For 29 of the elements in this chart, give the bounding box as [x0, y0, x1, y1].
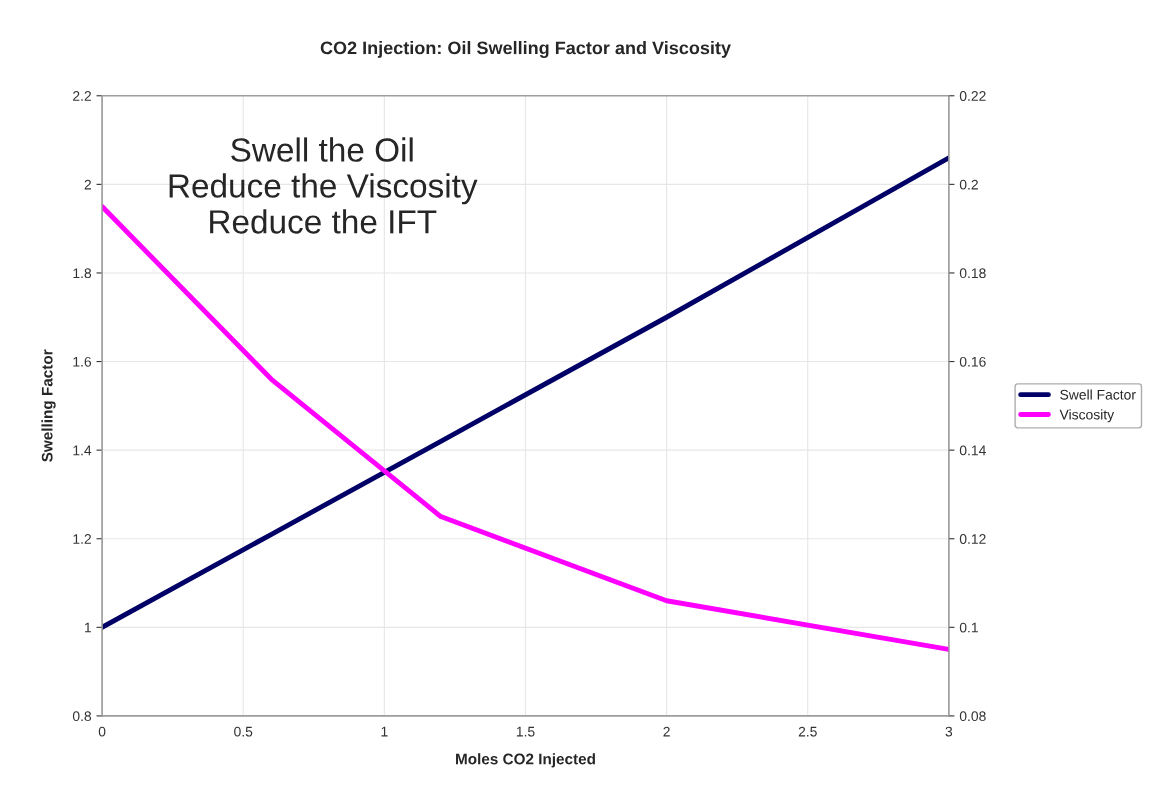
- x-tick-label: 3: [945, 726, 953, 737]
- y2-tick-label: 0.16: [959, 356, 986, 367]
- y-tick-label: 1: [85, 622, 91, 633]
- x-tick-label: 2.5: [798, 726, 817, 737]
- chart-title: CO2 Injection: Oil Swelling Factor and Viscosity: [320, 41, 731, 58]
- y2-tick-label: 0.2: [959, 179, 978, 190]
- x-tick-label: 0.5: [234, 726, 253, 737]
- x-tick-label: 1.5: [516, 726, 535, 737]
- x-tick-label: 1: [381, 726, 388, 737]
- y-tick-label: 2.2: [73, 91, 91, 101]
- annotation: Swell the Oil Reduce the Viscosity Reduce the IFT: [169, 137, 478, 234]
- y2-tick-label: 0.1: [959, 622, 978, 633]
- legend-label: Swell Factor: [1060, 389, 1136, 400]
- y-axis-title: Swelling Factor: [41, 349, 56, 462]
- y2-tick-label: 0.18: [959, 268, 986, 279]
- y-tick-label: 2: [84, 179, 91, 190]
- x-axis-title: Moles CO2 Injected: [456, 753, 595, 768]
- y-tick-label: 1.8: [73, 268, 92, 279]
- y2-tick-label: 0.12: [959, 534, 986, 544]
- y-tick-label: 1.2: [73, 534, 91, 544]
- y2-tick-label: 0.14: [959, 445, 986, 456]
- y-tick-label: 0.8: [72, 711, 92, 722]
- legend-label: Viscosity: [1059, 409, 1115, 423]
- x-tick-label: 0: [98, 726, 106, 737]
- x-tick-label: 2: [663, 726, 670, 737]
- y2-tick-label: 0.22: [959, 91, 986, 101]
- y2-tick-label: 0.08: [959, 711, 986, 722]
- y-tick-label: 1.4: [73, 445, 92, 456]
- y-tick-label: 1.6: [73, 356, 92, 367]
